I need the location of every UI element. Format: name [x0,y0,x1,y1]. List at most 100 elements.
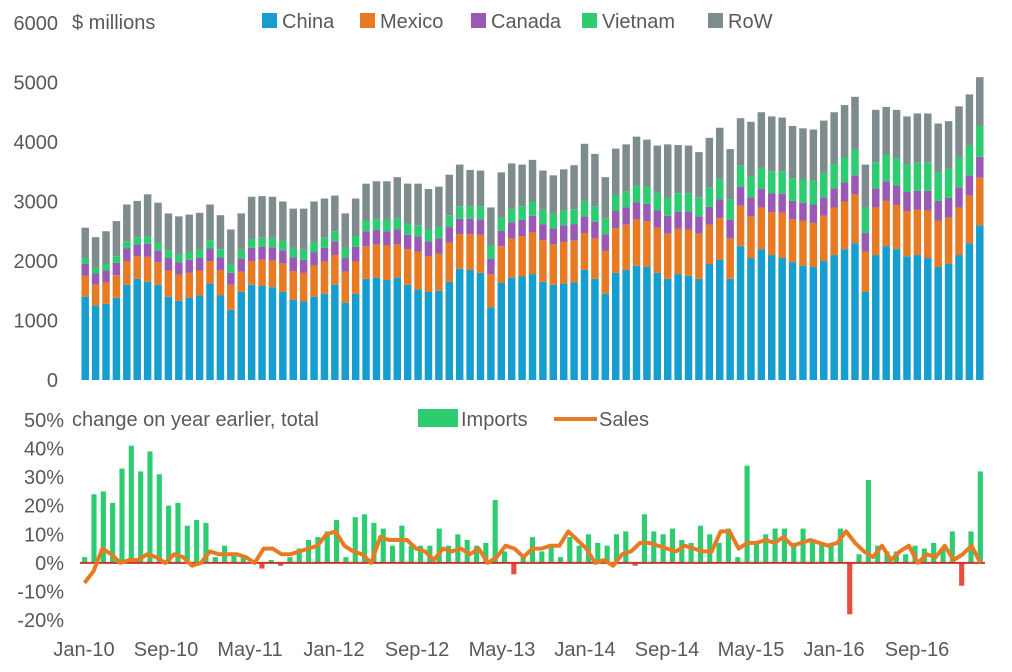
bar-segment-canada [216,257,225,270]
bar-segment-vietnam [840,157,849,183]
bar-segment-canada [674,211,682,229]
bar-segment-row [320,198,329,238]
bar-segment-row [403,183,412,224]
legend-label-vietnam: Vietnam [602,11,675,33]
bar-segment-vietnam [216,249,225,258]
bar-segment-mexico [955,207,963,256]
bar-segment-china [383,280,391,380]
bar-segment-row [747,121,755,177]
bar-segment-china [424,291,433,380]
bar-segment-vietnam [487,245,495,259]
imports-bar [399,525,405,563]
imports-bar [91,494,97,563]
imports-bar [940,548,946,563]
bar-segment-row [258,196,266,238]
bar-segment-china [924,258,932,380]
bar-segment-vietnam [976,125,984,157]
bar-segment-row [736,118,745,166]
imports-bar [380,528,386,563]
bar-segment-china [299,301,308,380]
bar-segment-row [331,195,339,232]
bar-segment-mexico [872,207,880,256]
bar-segment-vietnam [445,215,454,228]
bar-segment-china [934,266,942,380]
bar-segment-canada [892,185,901,206]
bar-segment-vietnam [310,241,318,253]
bar-segment-row [299,208,308,250]
top-legend: China Mexico Canada Vietnam RoW [262,11,773,33]
top-ytick-label: 6000 [14,13,59,35]
bar-segment-china [268,287,277,380]
bar-segment-row [123,204,131,242]
bar-segment-mexico [268,260,277,288]
bar-segment-china [559,283,568,380]
imports-bar [903,554,909,563]
top-ytick-label: 0 [47,370,58,392]
imports-bar [697,525,703,563]
bar-segment-vietnam [559,210,568,226]
bar-segment-mexico [123,261,131,285]
imports-bar [707,534,713,563]
imports-bar [744,465,750,563]
bar-segment-canada [944,197,953,218]
bar-segment-china [653,272,662,380]
imports-bar [156,474,162,563]
bar-segment-row [362,183,370,221]
bar-segment-vietnam [507,208,516,223]
imports-bar [949,531,955,563]
bar-segment-canada [632,202,641,220]
imports-bar [828,542,834,563]
bar-segment-canada [882,181,890,201]
x-tick-label: May-15 [718,639,785,661]
bar-segment-vietnam [185,251,193,260]
bar-segment-canada [924,190,932,211]
imports-bar [716,542,722,563]
imports-bar [641,514,648,563]
bar-segment-mexico [227,284,235,310]
bar-segment-china [580,269,589,380]
bar-segment-canada [549,228,558,245]
bar-segment-mexico [580,233,589,270]
bar-segment-row [799,128,807,180]
imports-bar [175,502,181,563]
bar-segment-china [747,258,755,380]
bar-segment-canada [736,186,745,206]
bar-segment-china [830,255,838,380]
bar-segment-row [611,148,620,195]
bar-segment-canada [570,224,578,241]
bar-segment-vietnam [611,194,620,212]
x-tick-label: Sep-10 [134,639,199,661]
bar-segment-row [143,194,152,237]
legend-sales-label: Sales [599,409,649,431]
bar-segment-canada [185,259,193,273]
bar-segment-vietnam [809,180,818,205]
bar-segment-vietnam [570,209,578,225]
bar-segment-canada [934,200,942,221]
top-ytick-label: 5000 [14,73,59,95]
bar-segment-china [362,278,370,380]
bar-segment-china [820,261,828,380]
imports-bar [539,551,545,563]
x-tick-label: Jan-14 [554,639,615,661]
bar-segment-vietnam [299,249,308,260]
bar-segment-canada [872,188,880,208]
bar-segment-row [466,169,474,207]
bar-segment-canada [237,258,245,272]
bar-segment-row [903,116,911,165]
bar-segment-canada [414,236,422,252]
bar-segment-vietnam [227,264,235,273]
bar-segment-vietnam [580,200,589,217]
imports-bar [287,557,293,563]
bar-segment-canada [955,187,963,208]
imports-bar [772,528,778,563]
legend-label-china: China [282,11,335,33]
bar-segment-vietnam [539,209,547,225]
x-tick-label: May-13 [469,639,536,661]
bar-segment-vietnam [497,217,506,231]
bar-segment-canada [965,175,974,196]
bar-segment-mexico [455,234,464,269]
imports-bar [362,514,368,563]
bar-segment-canada [258,246,266,260]
bar-segment-vietnam [674,193,682,212]
x-tick-label: Jan-10 [53,639,114,661]
